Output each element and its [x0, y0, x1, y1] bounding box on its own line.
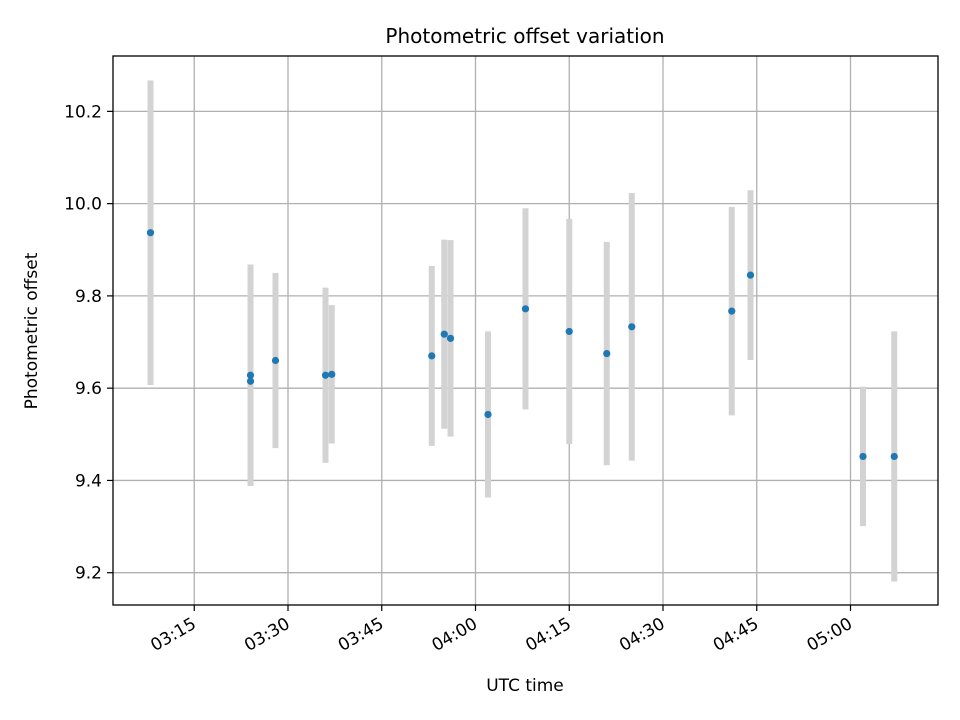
data-point — [446, 334, 455, 342]
data-point — [271, 356, 280, 365]
data-point — [321, 371, 330, 379]
y-axis-label: Photometric offset — [22, 252, 42, 409]
y-tick-label: 10.2 — [64, 102, 102, 122]
data-point — [565, 327, 573, 336]
data-point — [728, 307, 736, 315]
data-point — [246, 377, 255, 385]
data-point — [484, 410, 492, 419]
plot-frame — [112, 55, 939, 606]
data-point — [603, 349, 611, 358]
y-tick-label: 9.8 — [75, 287, 102, 307]
y-tick-label: 9.4 — [75, 471, 102, 491]
data-point — [328, 370, 336, 378]
data-point — [521, 305, 530, 313]
y-tick-label: 10.0 — [64, 195, 102, 215]
y-tick-label: 9.2 — [75, 564, 102, 584]
data-point — [246, 371, 255, 379]
data-point — [628, 323, 636, 331]
data-point — [428, 352, 436, 360]
data-point — [859, 452, 867, 461]
chart-title: Photometric offset variation — [385, 24, 664, 48]
y-tick-label: 9.6 — [75, 379, 102, 399]
data-point — [146, 229, 155, 237]
data-point — [440, 330, 448, 338]
data-points — [146, 229, 898, 461]
data-point — [746, 271, 755, 279]
data-point — [890, 452, 898, 461]
x-axis-label: UTC time — [486, 676, 564, 696]
